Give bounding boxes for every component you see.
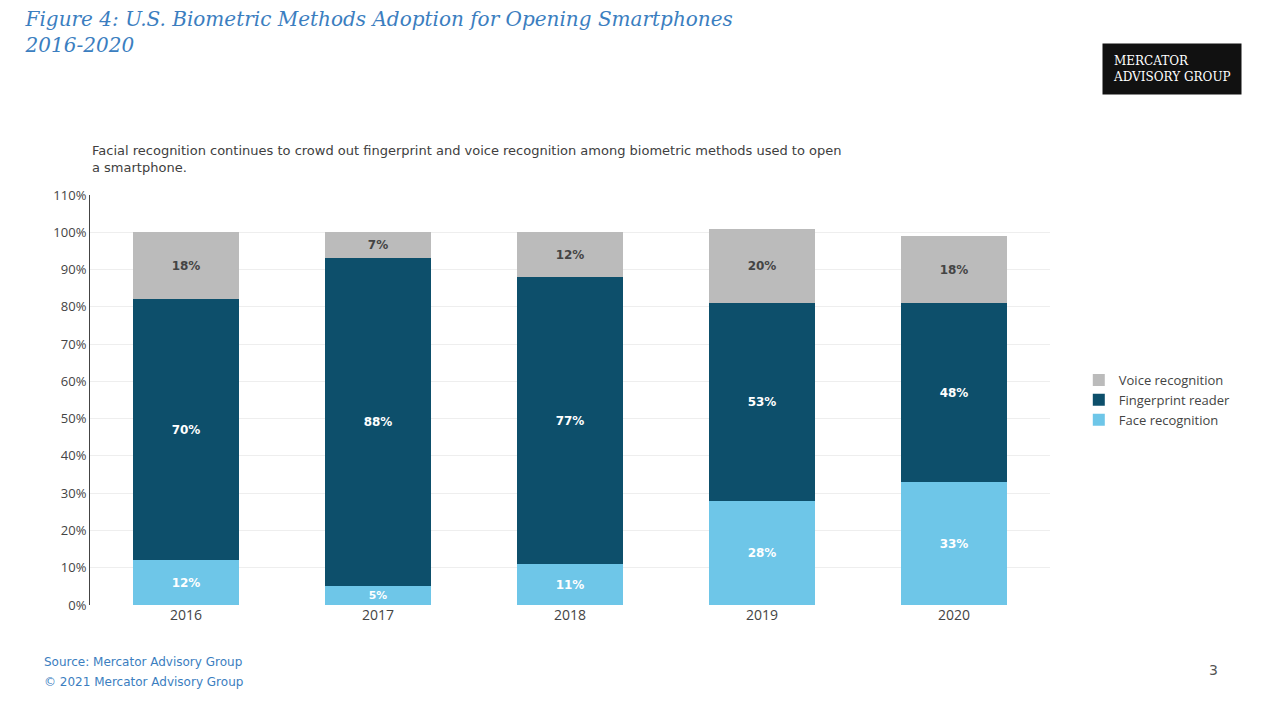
svg-text:50%: 50%	[61, 409, 87, 427]
svg-text:90%: 90%	[61, 260, 87, 278]
svg-text:Face recognition: Face recognition	[1119, 411, 1219, 429]
svg-text:70%: 70%	[61, 335, 87, 353]
svg-text:88%: 88%	[364, 415, 393, 429]
svg-text:Fingerprint reader: Fingerprint reader	[1119, 391, 1230, 409]
svg-text:7%: 7%	[368, 238, 388, 252]
svg-text:MERCATORADVISORY GROUP: MERCATORADVISORY GROUP	[1113, 54, 1231, 84]
svg-text:53%: 53%	[748, 395, 777, 409]
svg-text:100%: 100%	[53, 223, 86, 241]
svg-text:2017: 2017	[362, 605, 394, 624]
svg-text:Voice recognition: Voice recognition	[1119, 371, 1223, 389]
svg-text:2019: 2019	[746, 605, 778, 624]
svg-text:Source: Mercator Advisory Grou: Source: Mercator Advisory Group	[44, 655, 242, 669]
svg-text:5%: 5%	[369, 589, 388, 602]
svg-text:12%: 12%	[556, 248, 585, 262]
svg-text:12%: 12%	[172, 576, 201, 590]
svg-text:2016: 2016	[170, 605, 202, 624]
svg-text:Figure 4: U.S. Biometric Metho: Figure 4: U.S. Biometric Methods Adoptio…	[25, 7, 733, 57]
svg-text:28%: 28%	[748, 546, 777, 560]
svg-text:© 2021 Mercator Advisory Group: © 2021 Mercator Advisory Group	[44, 675, 243, 689]
svg-text:40%: 40%	[61, 446, 87, 464]
svg-text:10%: 10%	[61, 558, 87, 576]
svg-text:Facial recognition continues t: Facial recognition continues to crowd ou…	[92, 143, 842, 175]
svg-text:20%: 20%	[748, 259, 777, 273]
svg-text:11%: 11%	[556, 578, 585, 592]
svg-text:77%: 77%	[556, 414, 585, 428]
svg-text:80%: 80%	[61, 297, 87, 315]
svg-text:0%: 0%	[68, 596, 86, 614]
svg-text:110%: 110%	[53, 186, 86, 204]
svg-text:18%: 18%	[940, 263, 969, 277]
svg-text:18%: 18%	[172, 259, 201, 273]
svg-text:48%: 48%	[940, 386, 969, 400]
svg-text:2020: 2020	[938, 605, 970, 624]
svg-text:70%: 70%	[172, 423, 201, 437]
svg-text:20%: 20%	[61, 521, 87, 539]
svg-text:60%: 60%	[61, 372, 87, 390]
svg-text:30%: 30%	[61, 484, 87, 502]
svg-text:33%: 33%	[940, 537, 969, 551]
svg-text:3: 3	[1209, 662, 1218, 678]
svg-text:2018: 2018	[554, 605, 586, 624]
